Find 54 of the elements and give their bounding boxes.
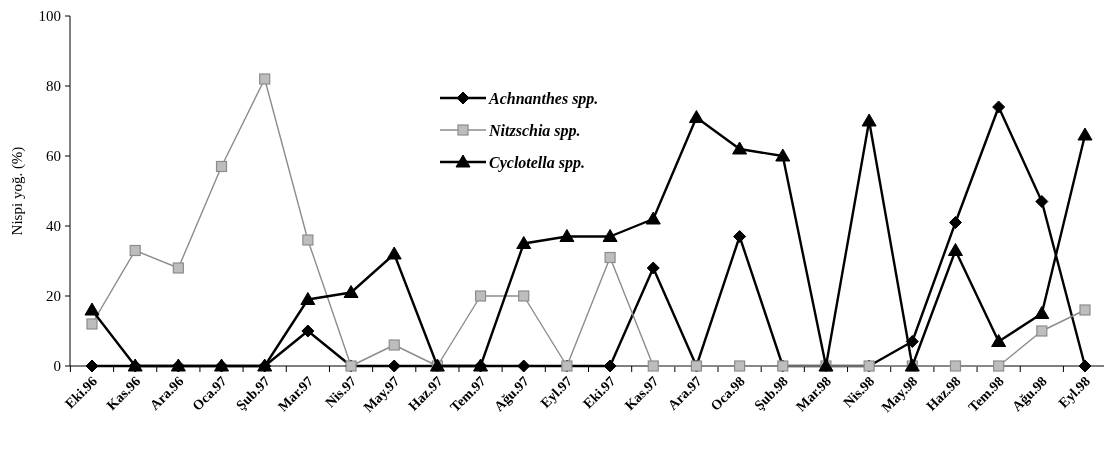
point — [947, 243, 963, 256]
point — [992, 100, 1006, 114]
point — [386, 246, 402, 260]
point — [775, 148, 791, 162]
point — [734, 360, 746, 372]
point — [646, 261, 660, 275]
y-tick-label: 80 — [46, 78, 61, 95]
point — [387, 359, 401, 373]
point — [259, 73, 271, 85]
point — [302, 234, 314, 246]
point — [129, 244, 141, 257]
point — [516, 236, 532, 249]
point — [1078, 359, 1092, 373]
point — [602, 229, 618, 242]
y-tick-label: 0 — [53, 358, 61, 375]
point — [1077, 127, 1093, 141]
point — [647, 360, 659, 372]
point — [861, 113, 877, 127]
point — [905, 335, 919, 348]
legend-label: Achnanthes spp. — [488, 89, 599, 108]
point — [172, 262, 184, 274]
point — [85, 359, 99, 373]
point — [1036, 325, 1048, 337]
y-tick-label: 20 — [46, 288, 61, 305]
point — [84, 302, 100, 316]
legend-label: Nitzschia spp. — [488, 121, 581, 140]
point — [388, 339, 400, 351]
y-tick-label: 60 — [46, 148, 61, 165]
y-tick-label: 100 — [38, 8, 61, 25]
point — [733, 230, 747, 243]
legend-label: Cyclotella spp. — [489, 153, 585, 172]
point — [993, 360, 1005, 372]
y-axis-title: Nispi yoğ. (%) — [9, 146, 26, 236]
point — [991, 334, 1007, 347]
point — [517, 359, 531, 373]
point — [86, 318, 98, 330]
point — [1034, 306, 1050, 319]
point — [215, 160, 228, 173]
point — [948, 216, 962, 229]
point — [343, 285, 359, 298]
point — [732, 141, 748, 155]
point — [559, 229, 575, 242]
point — [688, 110, 704, 123]
point — [518, 290, 530, 302]
point — [645, 211, 661, 225]
point — [1079, 304, 1091, 316]
point — [949, 360, 962, 372]
point — [604, 251, 616, 264]
point — [603, 359, 617, 373]
point — [300, 292, 316, 305]
point — [474, 290, 487, 302]
point — [301, 324, 315, 338]
point — [1035, 195, 1049, 208]
y-tick-label: 40 — [46, 218, 61, 235]
